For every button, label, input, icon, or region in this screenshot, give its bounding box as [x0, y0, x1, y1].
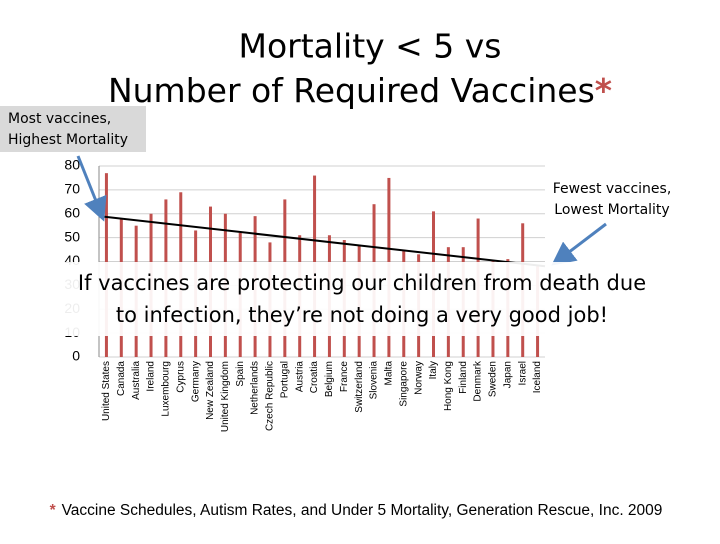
- annotation-text: Most vaccines,: [8, 111, 111, 127]
- arrow: [76, 155, 107, 222]
- x-tick-label: Malta: [384, 361, 395, 386]
- y-tick-label: 80: [64, 157, 80, 173]
- x-tick-label: Canada: [116, 361, 127, 396]
- x-tick-label: Finland: [458, 361, 469, 394]
- footnote: * Vaccine Schedules, Autism Rates, and Un…: [50, 502, 663, 519]
- x-tick-label: Ireland: [146, 361, 157, 392]
- x-tick-label: Sweden: [488, 361, 499, 397]
- arrow: [551, 222, 607, 266]
- x-tick-label: Cyprus: [175, 361, 186, 393]
- x-tick-label: Spain: [235, 361, 246, 387]
- x-tick-label: Singapore: [398, 361, 409, 407]
- title-mark: *: [595, 71, 612, 110]
- x-tick-label: Austria: [294, 361, 305, 393]
- x-tick-label: France: [339, 361, 350, 393]
- x-tick-label: Hong Kong: [443, 361, 454, 411]
- trend-line: [98, 215, 546, 268]
- x-tick-label: Denmark: [473, 360, 484, 402]
- x-tick-label: Luxembourg: [161, 361, 172, 417]
- x-tick-label: Italy: [428, 361, 439, 379]
- annotation-text: Lowest Mortality: [554, 202, 669, 218]
- y-tick-label: 60: [64, 204, 80, 220]
- y-tick-label: 0: [72, 348, 80, 364]
- annotation-text: Highest Mortality: [8, 132, 128, 148]
- overlay-text: If vaccines are protecting our children …: [78, 271, 646, 295]
- footnote-mark: *: [50, 502, 57, 519]
- x-tick-label: Australia: [131, 361, 142, 400]
- x-tick-label: Norway: [413, 361, 424, 395]
- y-tick-label: 50: [64, 228, 80, 244]
- annotation-box: [0, 106, 146, 152]
- y-tick-label: 70: [64, 181, 80, 197]
- x-tick-label: Iceland: [532, 361, 543, 393]
- x-tick-label: Israel: [517, 361, 528, 385]
- footnote-text: Vaccine Schedules, Autism Rates, and Und…: [62, 502, 663, 519]
- x-tick-label: United Kingdom: [220, 361, 231, 432]
- x-tick-label: Germany: [190, 361, 201, 402]
- x-tick-label: Netherlands: [250, 361, 261, 415]
- overlay-text: to infection, they’re not doing a very g…: [116, 303, 608, 327]
- x-tick-label: United States: [101, 361, 112, 421]
- x-tick-label: Slovenia: [369, 361, 380, 400]
- x-tick-label: Japan: [502, 361, 513, 388]
- title-line: Number of Required Vaccines*: [108, 71, 612, 110]
- x-tick-label: Belgium: [324, 361, 335, 397]
- title-line: Mortality < 5 vs: [238, 27, 501, 66]
- x-tick-label: New Zealand: [205, 361, 216, 420]
- x-tick-label: Czech Republic: [265, 361, 276, 431]
- x-tick-label: Portugal: [279, 361, 290, 398]
- x-tick-label: Croatia: [309, 361, 320, 394]
- title-text: Number of Required Vaccines: [108, 71, 595, 110]
- annotation-text: Fewest vaccines,: [553, 181, 672, 197]
- overlay-box: [30, 262, 692, 336]
- x-tick-label: Switzerland: [354, 361, 365, 413]
